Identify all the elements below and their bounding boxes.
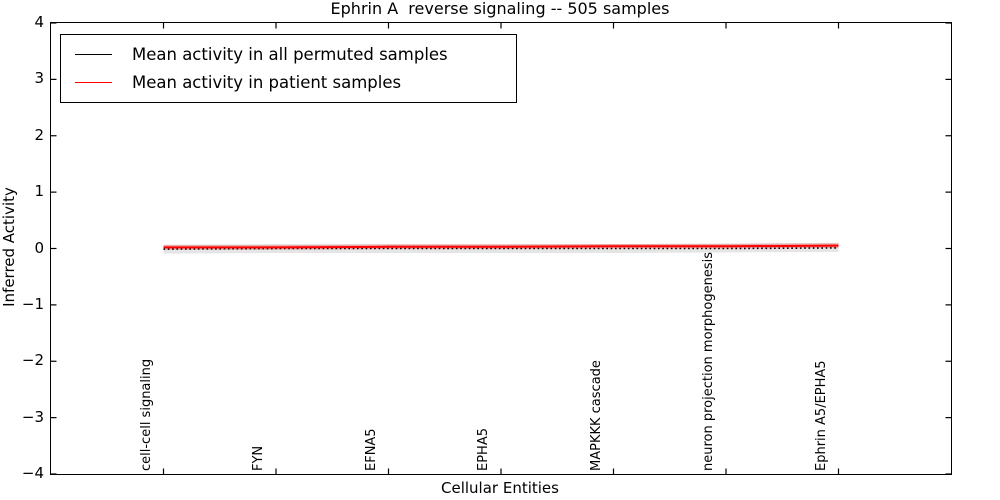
y-tick-label: −1 <box>21 294 44 313</box>
y-tick-label: 4 <box>34 13 44 31</box>
y-tick-label: −4 <box>21 464 44 482</box>
series-line-0 <box>163 247 839 250</box>
legend-entry-patient: Mean activity in patient samples <box>61 68 516 96</box>
x-tick-label: neuron projection morphogenesis <box>701 252 716 471</box>
y-tick-label: 1 <box>34 182 44 201</box>
x-tick-label: EPHA5 <box>476 428 491 471</box>
y-tick-label: −3 <box>21 407 44 426</box>
x-axis-label: Cellular Entities <box>441 479 559 497</box>
legend-label-permuted: Mean activity in all permuted samples <box>132 44 448 64</box>
y-tick-label: −2 <box>21 351 44 370</box>
chart-title: Ephrin A reverse signaling -- 505 sample… <box>330 0 670 18</box>
y-tick-label: 2 <box>34 125 44 144</box>
legend-label-patient: Mean activity in patient samples <box>132 72 402 92</box>
x-tick-label: cell-cell signaling <box>138 358 154 471</box>
legend-entry-permuted: Mean activity in all permuted samples <box>61 40 516 68</box>
x-tick-label: MAPKKK cascade <box>588 360 604 471</box>
plot-area <box>50 22 952 475</box>
chart-svg <box>51 23 951 474</box>
legend-box: Mean activity in all permuted samples Me… <box>60 34 517 103</box>
x-tick-label: Ephrin A5/EPHA5 <box>813 360 829 471</box>
x-tick-label: EFNA5 <box>363 428 379 471</box>
x-tick-label: FYN <box>251 445 266 471</box>
y-tick-label: 0 <box>34 238 44 257</box>
legend-line-swatch-red <box>75 81 112 83</box>
legend-line-swatch-black <box>75 53 112 55</box>
series-line-1 <box>163 244 839 249</box>
y-tick-label: 3 <box>34 69 44 88</box>
